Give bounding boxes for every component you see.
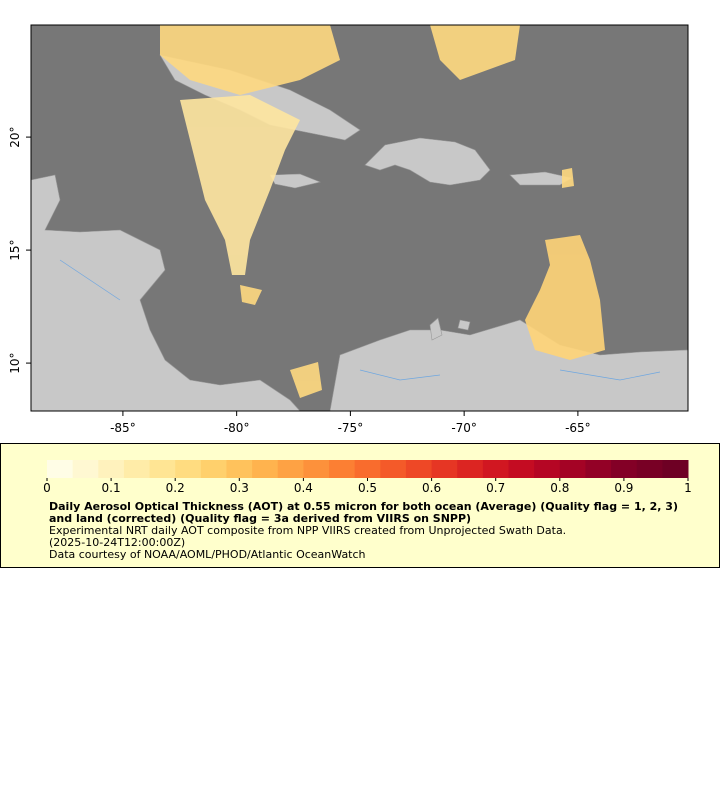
colorbar-cell [482, 460, 510, 478]
colorbar-cell [329, 460, 356, 478]
colorbar-cell [354, 460, 381, 478]
caption: Daily Aerosol Optical Thickness (AOT) at… [49, 501, 679, 561]
caption-line: (2025-10-24T12:00:00Z) [49, 536, 186, 549]
colorbar-cell [123, 460, 151, 478]
x-tick-label: -85° [110, 421, 136, 435]
colorbar-cell [405, 460, 433, 478]
colorbar-cell [380, 460, 407, 478]
colorbar-tick-label: 0.2 [166, 481, 185, 495]
x-tick-label: -65° [565, 421, 591, 435]
x-tick-label: -70° [451, 421, 477, 435]
colorbar-cell [226, 460, 253, 478]
colorbar-cell [508, 460, 535, 478]
colorbar-tick-label: 0.9 [614, 481, 633, 495]
colorbar-cell [72, 460, 99, 478]
colorbar-cell [252, 460, 279, 478]
colorbar-cell [534, 460, 561, 478]
colorbar-cell [98, 460, 125, 478]
map-frame [30, 24, 689, 412]
colorbar-cell [636, 460, 663, 478]
colorbar-tick-label: 0.5 [358, 481, 377, 495]
x-tick-label: -75° [338, 421, 364, 435]
caption-title: Daily Aerosol Optical Thickness (AOT) at… [49, 500, 678, 525]
colorbar-cell [585, 460, 612, 478]
y-tick-label: 20° [8, 126, 22, 147]
colorbar-tick-label: 0.7 [486, 481, 505, 495]
colorbar-tick-label: 0 [43, 481, 51, 495]
colorbar-cell [175, 460, 202, 478]
colorbar-cell [303, 460, 330, 478]
x-tick-label: -80° [224, 421, 250, 435]
colorbar-tick-label: 0.1 [102, 481, 121, 495]
rivers [59, 259, 661, 381]
colorbar-tick-label: 0.4 [294, 481, 313, 495]
y-tick-label: 15° [8, 239, 22, 260]
colorbar-cell [277, 460, 304, 478]
colorbar-cell [47, 460, 74, 478]
colorbar-tick-label: 1 [684, 481, 692, 495]
y-tick-label: 10° [8, 352, 22, 373]
caption-line: Data courtesy of NOAA/AOML/PHOD/Atlantic… [49, 548, 366, 561]
colorbar-cell [149, 460, 176, 478]
caption-line: Experimental NRT daily AOT composite fro… [49, 524, 567, 537]
colorbar-tick-label: 0.8 [550, 481, 569, 495]
colorbar-cell [662, 460, 689, 478]
aot-pixels [160, 25, 605, 398]
map-area [30, 24, 689, 412]
colorbar-tick-label: 0.6 [422, 481, 441, 495]
colorbar-cell [559, 460, 586, 478]
colorbar-cell [200, 460, 227, 478]
colorbar-cell [611, 460, 638, 478]
colorbar-tick-label: 0.3 [230, 481, 249, 495]
colorbar-cell [431, 460, 458, 478]
colorbar-cell [457, 460, 484, 478]
